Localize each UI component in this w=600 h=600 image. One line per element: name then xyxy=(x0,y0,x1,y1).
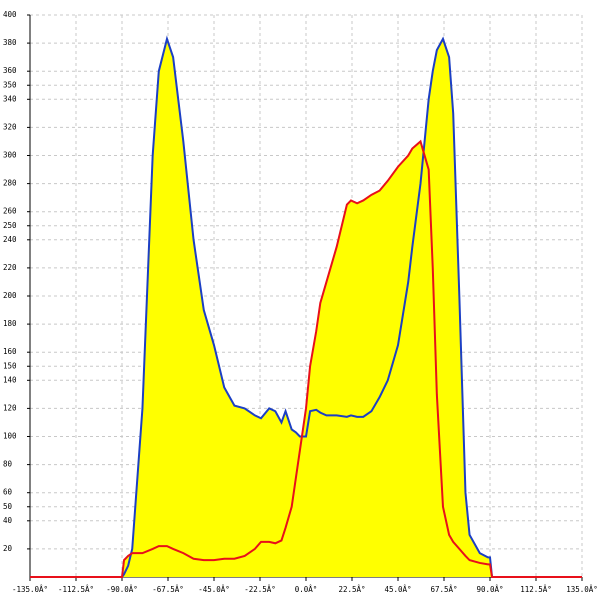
y-tick-label: 60 xyxy=(3,488,13,497)
x-tick-label: 135.0Â° xyxy=(566,585,598,594)
x-tick-label: -22.5Â° xyxy=(244,585,276,594)
x-tick-label: 22.5Â° xyxy=(338,585,365,594)
x-tick-label: 112.5Â° xyxy=(520,585,552,594)
y-tick-label: 100 xyxy=(3,432,17,441)
x-tick-label: 0.0Â° xyxy=(295,585,318,594)
area-fill xyxy=(30,141,582,577)
y-tick-label: 220 xyxy=(3,263,17,272)
y-tick-label: 400 xyxy=(3,10,17,19)
x-tick-label: -135.0Â° xyxy=(12,585,48,594)
x-tick-label: 67.5Â° xyxy=(430,585,457,594)
y-tick-label: 120 xyxy=(3,403,17,412)
y-tick-label: 360 xyxy=(3,66,17,75)
y-tick-label: 320 xyxy=(3,122,17,131)
y-tick-label: 340 xyxy=(3,94,17,103)
y-tick-label: 140 xyxy=(3,375,17,384)
x-tick-label: -90.0Â° xyxy=(106,585,138,594)
y-tick-label: 50 xyxy=(3,502,13,511)
y-tick-label: 300 xyxy=(3,151,17,160)
y-tick-label: 200 xyxy=(3,291,17,300)
x-tick-label: -67.5Â° xyxy=(152,585,184,594)
x-tick-label: -45.0Â° xyxy=(198,585,230,594)
x-tick-label: -112.5Â° xyxy=(58,585,94,594)
series-line xyxy=(30,139,582,578)
x-tick-label: 45.0Â° xyxy=(384,585,411,594)
series-line xyxy=(30,35,582,578)
area-fill xyxy=(30,38,582,577)
y-tick-label: 350 xyxy=(3,80,17,89)
y-tick-label: 80 xyxy=(3,460,13,469)
y-tick-label: 380 xyxy=(3,38,17,47)
y-tick-label: 250 xyxy=(3,221,17,230)
y-tick-label: 20 xyxy=(3,544,13,553)
y-tick-label: 40 xyxy=(3,516,13,525)
y-tick-label: 180 xyxy=(3,319,17,328)
y-tick-label: 280 xyxy=(3,179,17,188)
y-tick-label: 240 xyxy=(3,235,17,244)
y-tick-label: 160 xyxy=(3,347,17,356)
y-tick-label: 260 xyxy=(3,207,17,216)
x-tick-label: 90.0Â° xyxy=(476,585,503,594)
y-tick-label: 150 xyxy=(3,361,17,370)
